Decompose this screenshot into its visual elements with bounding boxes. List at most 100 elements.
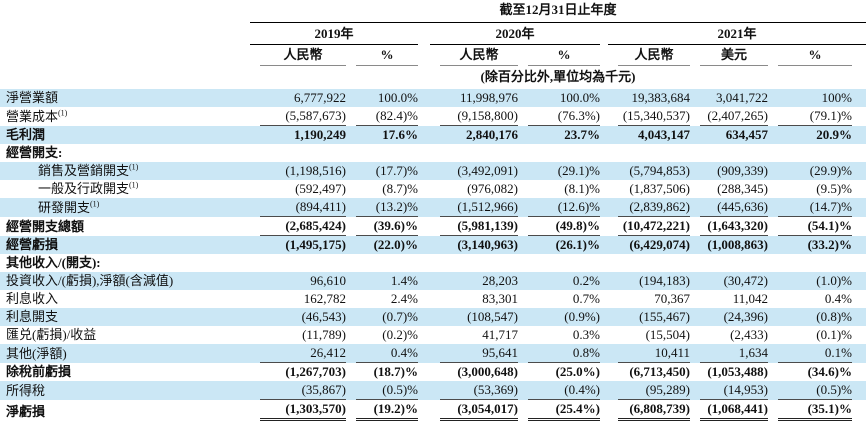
row-label: 其他(淨額) bbox=[0, 344, 250, 363]
cell-2019-rmb: (35,867) bbox=[250, 381, 346, 400]
table-header: 截至12月31日止年度 2019年 2020年 2021年 人民幣 % 人民幣 … bbox=[0, 0, 866, 89]
row-label: 匯兑(虧損)/收益 bbox=[0, 326, 250, 344]
unit-note-row: (除百分比外,單位均為千元) bbox=[0, 66, 866, 86]
column-gap bbox=[600, 272, 608, 290]
cell-2021-pct: (9.5)% bbox=[816, 181, 853, 196]
cell-2021-rmb: (6,429,074) bbox=[629, 237, 690, 252]
cell-2019-rmb bbox=[250, 254, 346, 272]
cell-2021-rmb: 10,411 bbox=[608, 344, 690, 363]
table-row: 銷售及營銷開支(1) (1,198,516) (17.7)% (3,492,091) (… bbox=[0, 162, 866, 180]
row-label: 經營開支: bbox=[0, 144, 250, 162]
cell-2021-rmb: (15,340,537) bbox=[608, 107, 690, 126]
column-gap bbox=[418, 308, 430, 326]
row-label-text: 其他(淨額) bbox=[6, 346, 67, 361]
cell-2020-pct: (49.8)% bbox=[518, 217, 600, 236]
table-row: 經營開支: bbox=[0, 144, 866, 162]
row-label-text: 銷售及營銷開支 bbox=[38, 163, 130, 178]
column-gap bbox=[418, 89, 430, 107]
column-gap bbox=[600, 217, 608, 236]
column-gap bbox=[418, 254, 430, 272]
cell-2019-pct bbox=[346, 144, 418, 162]
table-row: 研發開支(1) (894,411) (13.2)% (1,512,966) (12.6)… bbox=[0, 198, 866, 217]
cell-2021-rmb: (194,183) bbox=[639, 273, 690, 288]
table-body: 淨營業額 6,777,922 100.0% 11,998,976 100.0% 19,38… bbox=[0, 89, 866, 421]
cell-2021-usd bbox=[690, 144, 768, 162]
cell-2021-pct: 20.9% bbox=[816, 127, 853, 142]
cell-2021-usd: (14,953) bbox=[690, 381, 768, 400]
column-gap bbox=[418, 272, 430, 290]
column-gap bbox=[418, 126, 430, 144]
column-gap bbox=[600, 144, 608, 162]
cell-2019-rmb: 26,412 bbox=[250, 344, 346, 363]
cell-2021-rmb bbox=[608, 144, 690, 162]
column-gap bbox=[418, 107, 430, 126]
cell-2019-pct: 100.0% bbox=[377, 90, 418, 105]
row-label-text: 經營開支總額 bbox=[6, 219, 85, 234]
cell-2019-pct: 17.6% bbox=[382, 127, 418, 142]
table-row: 經營虧損 (1,495,175) (22.0)% (3,140,963) (26.1)%… bbox=[0, 236, 866, 254]
cell-2019-rmb: (5,587,673) bbox=[250, 107, 346, 126]
row-label: 利息收入 bbox=[0, 290, 250, 308]
table-row: 投資收入/(虧損),淨額(含減值) 96,610 1.4% 28,203 0.2% (19… bbox=[0, 272, 866, 290]
table-row: 毛利潤 1,190,249 17.6% 2,840,176 23.7% 4,043,147… bbox=[0, 126, 866, 144]
column-gap bbox=[418, 144, 430, 162]
cell-2021-usd: (24,396) bbox=[723, 309, 768, 324]
cell-2021-rmb: (1,837,506) bbox=[629, 181, 690, 196]
row-label-text: 所得稅 bbox=[6, 383, 46, 398]
row-label-text: 利息開支 bbox=[6, 309, 59, 324]
cell-2020-pct: (76.3%) bbox=[518, 107, 600, 126]
cell-2021-usd: (1,053,488) bbox=[707, 364, 768, 379]
table-row: 營業成本(1) (5,587,673) (82.4)% (9,158,800) (76.… bbox=[0, 107, 866, 126]
table-row: 匯兑(虧損)/收益 (11,789) (0.2)% 41,717 0.3% (15,504… bbox=[0, 326, 866, 344]
column-gap bbox=[600, 89, 608, 107]
cell-2020-pct: 0.8% bbox=[518, 344, 600, 363]
empty-cell bbox=[0, 23, 250, 45]
cell-2020-pct: (25.0%) bbox=[555, 364, 600, 379]
cell-2020-rmb: (53,369) bbox=[430, 381, 518, 400]
footnote-ref: (1) bbox=[129, 180, 139, 190]
table-row: 所得稅 (35,867) (0.5)% (53,369) (0.4%) (95,289)(… bbox=[0, 381, 866, 400]
year-2021-header: 2021年 bbox=[608, 22, 866, 45]
cell-2021-pct: 0.1% bbox=[768, 344, 866, 363]
cell-2021-usd: 634,457 bbox=[725, 127, 768, 142]
footnote-ref: (1) bbox=[58, 108, 68, 118]
cell-2020-pct: (8.1)% bbox=[564, 181, 600, 196]
row-label: 銷售及營銷開支(1) bbox=[0, 162, 250, 180]
cell-2019-rmb: (1,303,570) bbox=[250, 400, 346, 421]
header-2020-rmb: 人民幣 bbox=[430, 45, 518, 66]
column-gap bbox=[600, 236, 608, 254]
column-gap bbox=[600, 198, 608, 217]
cell-2021-usd: (1,068,441) bbox=[690, 400, 768, 421]
column-gap bbox=[418, 344, 430, 363]
column-gap bbox=[600, 381, 608, 400]
row-label-text: 除稅前虧損 bbox=[6, 364, 72, 379]
table-row: 一般及行政開支(1) (592,497) (8.7)% (976,082) (8.1)%… bbox=[0, 180, 866, 198]
column-gap bbox=[600, 308, 608, 326]
empty-cell bbox=[0, 66, 250, 86]
row-label-text: 投資收入/(虧損),淨額(含減值) bbox=[6, 273, 174, 288]
cell-2019-rmb: 96,610 bbox=[310, 273, 346, 288]
cell-2019-pct: (39.6)% bbox=[346, 217, 418, 236]
cell-2020-rmb bbox=[430, 144, 518, 162]
cell-2020-rmb: 28,203 bbox=[482, 273, 518, 288]
cell-2021-usd bbox=[690, 254, 768, 272]
cell-2021-rmb: 4,043,147 bbox=[638, 127, 690, 142]
cell-2019-pct: 0.4% bbox=[346, 344, 418, 363]
cell-2021-pct: (1.0)% bbox=[816, 273, 853, 288]
row-label: 利息開支 bbox=[0, 308, 250, 326]
table-row: 利息開支 (46,543) (0.7)% (108,547) (0.9%) (155,46… bbox=[0, 308, 866, 326]
cell-2019-pct: (82.4)% bbox=[346, 107, 418, 126]
cell-2021-usd: (288,345) bbox=[717, 181, 768, 196]
cell-2020-rmb: 2,840,176 bbox=[466, 127, 518, 142]
cell-2020-pct: 0.2% bbox=[572, 273, 600, 288]
column-gap bbox=[600, 162, 608, 180]
row-label: 毛利潤 bbox=[0, 126, 250, 144]
row-label-text: 利息收入 bbox=[6, 291, 59, 306]
cell-2021-rmb: (6,808,739) bbox=[608, 400, 690, 421]
column-gap bbox=[418, 326, 430, 344]
table-row: 其他收入/(開支): bbox=[0, 254, 866, 272]
column-gap bbox=[418, 381, 430, 400]
row-label-text: 毛利潤 bbox=[6, 127, 46, 142]
cell-2019-pct bbox=[346, 254, 418, 272]
cell-2019-pct: (0.7)% bbox=[382, 309, 418, 324]
